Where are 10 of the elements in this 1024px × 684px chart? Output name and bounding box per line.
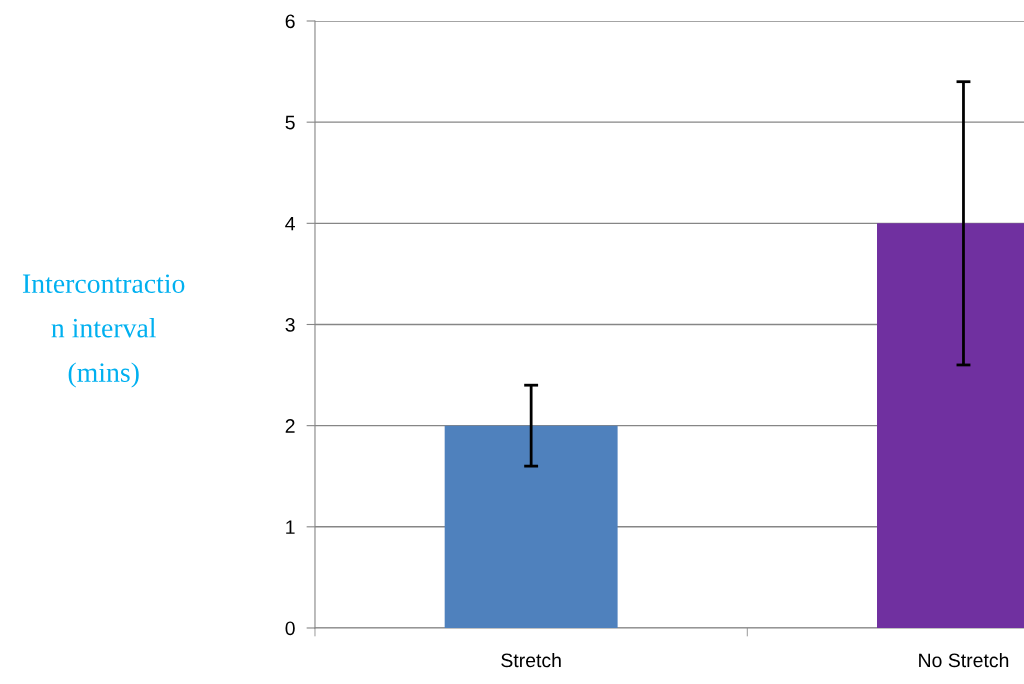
- y-tick-label: 1: [286, 520, 295, 534]
- x-tick-label: No Stretch: [919, 652, 1009, 668]
- x-tick-label: Stretch: [501, 652, 561, 668]
- y-tick-label: 5: [285, 115, 295, 130]
- y-tick-label: 2: [285, 419, 295, 433]
- y-axis-title: Intercontractio n interval (mins): [22, 274, 185, 388]
- y-tick-label: 3: [285, 317, 295, 332]
- y-tick-label: 4: [285, 216, 295, 231]
- y-tick-label: 0: [285, 621, 295, 636]
- y-tick-label: 6: [285, 14, 295, 29]
